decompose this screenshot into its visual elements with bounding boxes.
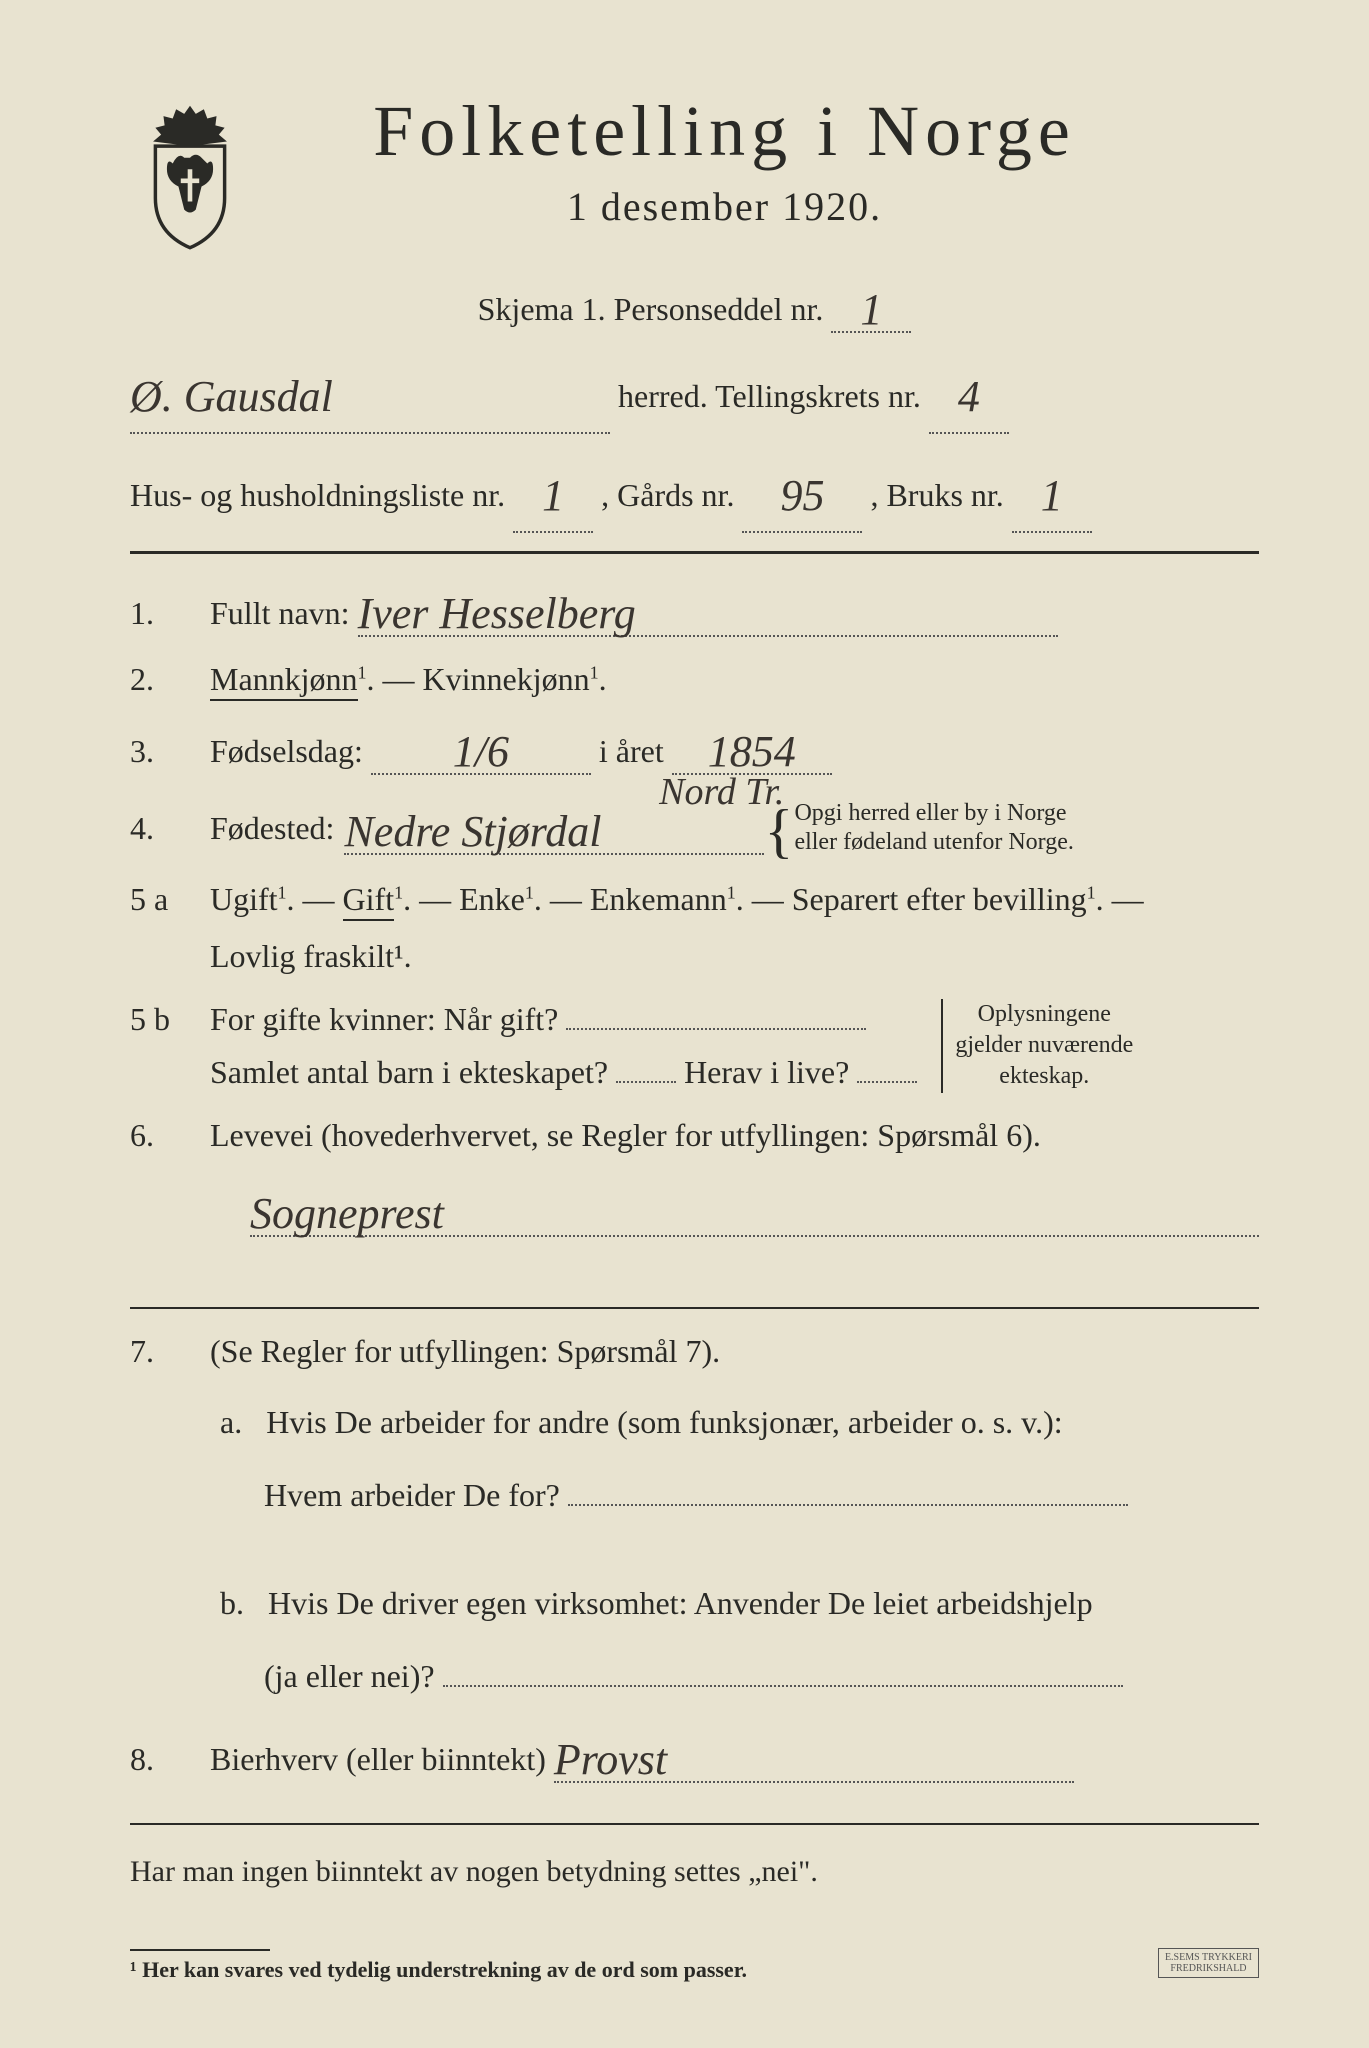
q5b: 5 b For gifte kvinner: Når gift? Samlet … <box>130 999 1259 1093</box>
q7-text: (Se Regler for utfyllingen: Spørsmål 7). <box>210 1333 720 1369</box>
q3-mid: i året <box>599 733 672 769</box>
divider <box>130 1307 1259 1309</box>
hus-label: Hus- og husholdningsliste nr. <box>130 477 505 513</box>
q7b-text1: Hvis De driver egen virksomhet: Anvender… <box>268 1585 1093 1621</box>
q5b-note2: gjelder nuværende <box>955 1032 1133 1058</box>
q6-field: Sogneprest <box>250 1184 1259 1237</box>
stamp-line2: FREDRIKSHALD <box>1170 1963 1246 1974</box>
bruks-field: 1 <box>1012 452 1092 533</box>
q8: 8. Bierhverv (eller biinntekt) Provst <box>130 1730 1259 1783</box>
q5a-options: Ugift1. — Gift1. — Enke1. — Enkemann1. —… <box>210 881 1144 917</box>
q7b-label: b. <box>220 1585 244 1621</box>
tellingskrets-nr: 4 <box>958 372 980 421</box>
coat-of-arms-icon <box>130 100 250 250</box>
q2: 2. Mannkjønn1. — Kvinnekjønn1. <box>130 661 1259 698</box>
herred-value: Ø. Gausdal <box>130 372 333 421</box>
hus-row: Hus- og husholdningsliste nr. 1 , Gårds … <box>130 452 1259 533</box>
q8-label: Bierhverv (eller biinntekt) <box>210 1741 546 1777</box>
q-num: 5 a <box>130 881 190 918</box>
stamp-line1: E.SEMS TRYKKERI <box>1165 1952 1252 1963</box>
divider <box>130 551 1259 554</box>
main-title: Folketelling i Norge <box>290 90 1159 173</box>
q6-value: Sogneprest <box>250 1189 444 1238</box>
q5b-field1 <box>566 1028 866 1030</box>
personseddel-nr: 1 <box>860 285 882 334</box>
q5b-note3: ekteskap. <box>999 1063 1089 1089</box>
q5b-line2: Samlet antal barn i ekteskapet? <box>210 1054 608 1090</box>
skjema-label: Skjema 1. Personseddel nr. <box>478 291 824 327</box>
q8-field: Provst <box>554 1730 1074 1783</box>
q5a: 5 a Ugift1. — Gift1. — Enke1. — Enkemann… <box>130 881 1259 975</box>
q2-mannkjonn: Mannkjønn <box>210 661 358 701</box>
q5b-side-note: Oplysningene gjelder nuværende ekteskap. <box>941 999 1133 1093</box>
q6: 6. Levevei (hovederhvervet, se Regler fo… <box>130 1117 1259 1237</box>
footnote-divider <box>130 1949 270 1951</box>
q7a-field <box>568 1504 1128 1506</box>
bottom-note: Har man ingen biinntekt av nogen betydni… <box>130 1845 1259 1899</box>
q4-value: Nedre Stjørdal <box>344 807 601 856</box>
q-num: 5 b <box>130 1001 190 1038</box>
form-meta-line-1: Skjema 1. Personseddel nr. 1 <box>130 280 1259 333</box>
q-num: 2. <box>130 661 190 698</box>
q1: 1. Fullt navn: Iver Hesselberg <box>130 584 1259 637</box>
q7a: a. Hvis De arbeider for andre (som funks… <box>220 1394 1259 1525</box>
q4-field: Nedre Stjørdal Nord Tr. <box>344 802 764 855</box>
q7b-field <box>443 1685 1123 1687</box>
q5b-note1: Oplysningene <box>978 1001 1111 1027</box>
header: Folketelling i Norge 1 desember 1920. <box>130 90 1259 250</box>
subtitle: 1 desember 1920. <box>290 183 1159 230</box>
q-num: 6. <box>130 1117 190 1154</box>
q7a-label: a. <box>220 1404 242 1440</box>
tellingskrets-field: 4 <box>929 353 1009 434</box>
bruks-nr: 1 <box>1041 471 1063 520</box>
q5b-line1: For gifte kvinner: Når gift? <box>210 1001 558 1037</box>
hus-nr: 1 <box>542 471 564 520</box>
q3-year-field: 1854 <box>672 722 832 775</box>
q4-label: Fødested: <box>210 810 334 847</box>
q1-label: Fullt navn: <box>210 595 350 631</box>
gards-label: , Gårds nr. <box>601 477 734 513</box>
printer-stamp: E.SEMS TRYKKERI FREDRIKSHALD <box>1158 1948 1259 1978</box>
title-block: Folketelling i Norge 1 desember 1920. <box>290 90 1259 230</box>
q4-note2: eller fødeland utenfor Norge. <box>794 829 1073 855</box>
herred-row: Ø. Gausdal herred. Tellingskrets nr. 4 <box>130 353 1259 434</box>
q3-day: 1/6 <box>453 727 509 776</box>
q1-value: Iver Hesselberg <box>358 589 636 638</box>
q3-label: Fødselsdag: <box>210 733 363 769</box>
q7a-text1: Hvis De arbeider for andre (som funksjon… <box>266 1404 1062 1440</box>
q7b-text2: (ja eller nei)? <box>264 1658 435 1694</box>
q7a-text2: Hvem arbeider De for? <box>264 1477 560 1513</box>
q5b-field3 <box>857 1081 917 1083</box>
q4-note1: Opgi herred eller by i Norge <box>794 800 1066 826</box>
q3-day-field: 1/6 <box>371 722 591 775</box>
divider <box>130 1823 1259 1825</box>
q3: 3. Fødselsdag: 1/6 i året 1854 <box>130 722 1259 775</box>
q2-kvinnekjonn: — Kvinnekjønn <box>383 661 590 697</box>
gards-nr: 95 <box>780 471 824 520</box>
hus-field: 1 <box>513 452 593 533</box>
q-num: 1. <box>130 595 190 632</box>
q-num: 3. <box>130 733 190 770</box>
q-num: 7. <box>130 1333 190 1370</box>
census-form-page: Folketelling i Norge 1 desember 1920. Sk… <box>0 0 1369 2048</box>
q1-field: Iver Hesselberg <box>358 584 1058 637</box>
q5b-field2 <box>616 1081 676 1083</box>
q5a-line2: Lovlig fraskilt¹. <box>210 938 1259 975</box>
q5b-line2b: Herav i live? <box>684 1054 849 1090</box>
herred-field: Ø. Gausdal <box>130 353 610 434</box>
bruks-label: , Bruks nr. <box>870 477 1003 513</box>
q7: 7. (Se Regler for utfyllingen: Spørsmål … <box>130 1333 1259 1370</box>
personseddel-nr-field: 1 <box>831 280 911 333</box>
q6-text: Levevei (hovederhvervet, se Regler for u… <box>210 1117 1041 1153</box>
q4-note: Opgi herred eller by i Norge eller fødel… <box>774 799 1073 857</box>
footnote: ¹ Her kan svares ved tydelig understrekn… <box>130 1957 1259 1983</box>
q-num: 8. <box>130 1741 190 1778</box>
q-num: 4. <box>130 810 190 847</box>
q4: 4. Fødested: Nedre Stjørdal Nord Tr. Opg… <box>130 799 1259 857</box>
herred-label: herred. Tellingskrets nr. <box>618 378 921 414</box>
q8-value: Provst <box>554 1735 667 1784</box>
q7b: b. Hvis De driver egen virksomhet: Anven… <box>220 1575 1259 1706</box>
gards-field: 95 <box>742 452 862 533</box>
